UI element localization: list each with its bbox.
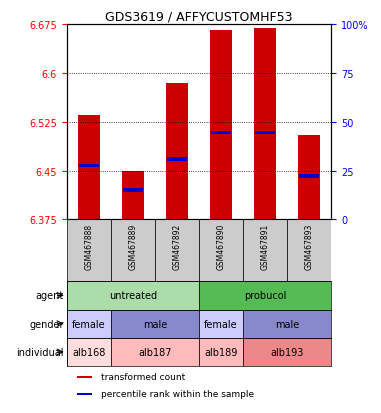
Bar xyxy=(299,175,319,178)
Bar xyxy=(254,29,276,220)
Text: female: female xyxy=(204,319,238,329)
Bar xyxy=(243,220,287,282)
Bar xyxy=(67,220,111,282)
Bar xyxy=(122,171,144,220)
Text: alb193: alb193 xyxy=(271,347,304,357)
Bar xyxy=(78,116,100,220)
Bar xyxy=(199,220,243,282)
Text: GSM467888: GSM467888 xyxy=(84,223,93,269)
Bar xyxy=(243,338,331,366)
Text: individual: individual xyxy=(16,347,64,357)
Text: probucol: probucol xyxy=(244,291,287,301)
Text: GSM467892: GSM467892 xyxy=(173,223,181,269)
Text: gender: gender xyxy=(29,319,64,329)
Bar xyxy=(67,338,111,366)
Bar xyxy=(67,310,111,338)
Bar xyxy=(210,31,232,220)
Bar xyxy=(199,310,243,338)
Bar xyxy=(123,189,143,192)
Bar xyxy=(155,220,199,282)
Text: female: female xyxy=(72,319,106,329)
Text: male: male xyxy=(143,319,167,329)
Bar xyxy=(199,282,331,310)
Text: alb189: alb189 xyxy=(205,347,238,357)
Text: untreated: untreated xyxy=(109,291,157,301)
Text: alb168: alb168 xyxy=(72,347,106,357)
Bar xyxy=(298,135,320,220)
Title: GDS3619 / AFFYCUSTOMHF53: GDS3619 / AFFYCUSTOMHF53 xyxy=(105,11,293,24)
Bar xyxy=(243,310,331,338)
Bar xyxy=(167,158,187,161)
Text: transformed count: transformed count xyxy=(101,373,185,382)
Bar xyxy=(211,132,231,135)
Text: GSM467889: GSM467889 xyxy=(128,223,138,269)
Text: alb187: alb187 xyxy=(138,347,172,357)
Bar xyxy=(77,393,92,395)
Text: GSM467893: GSM467893 xyxy=(305,223,314,269)
Text: male: male xyxy=(275,319,299,329)
Text: percentile rank within the sample: percentile rank within the sample xyxy=(101,389,254,399)
Text: agent: agent xyxy=(36,291,64,301)
Text: GSM467890: GSM467890 xyxy=(217,223,226,269)
Bar xyxy=(67,282,199,310)
Bar xyxy=(287,220,331,282)
Bar xyxy=(77,376,92,378)
Bar xyxy=(111,220,155,282)
Text: GSM467891: GSM467891 xyxy=(261,223,270,269)
Bar xyxy=(111,310,199,338)
Bar xyxy=(111,338,199,366)
Bar xyxy=(166,83,188,220)
Bar xyxy=(199,338,243,366)
Bar xyxy=(79,164,99,168)
Bar xyxy=(255,132,275,135)
